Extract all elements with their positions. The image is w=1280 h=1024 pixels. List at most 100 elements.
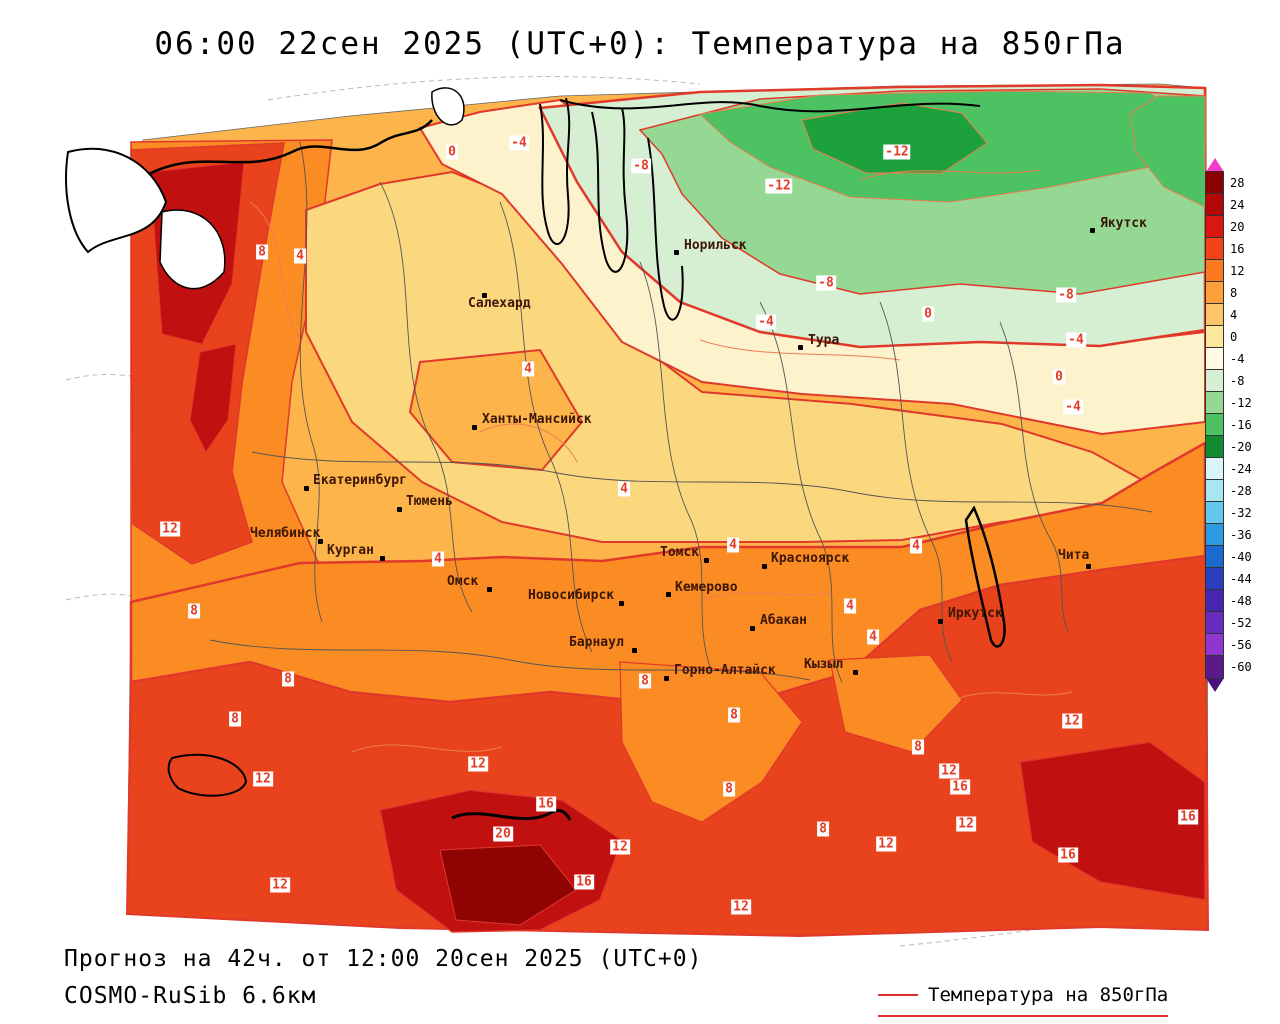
colorbar-tick-label: 8 xyxy=(1230,286,1238,300)
colorbar-tick-label: -12 xyxy=(1230,396,1252,410)
colorbar-cell: -52 xyxy=(1205,611,1278,635)
colorbar-tick-label: 4 xyxy=(1230,308,1238,322)
colorbar-swatch xyxy=(1205,259,1224,283)
colorbar-cell: 12 xyxy=(1205,259,1278,283)
colorbar-cell: -28 xyxy=(1205,479,1278,503)
colorbar-cell: -20 xyxy=(1205,435,1278,459)
colorbar-tick-label: 28 xyxy=(1230,176,1245,190)
yamal-peninsula-shape xyxy=(431,87,465,126)
graticule-line xyxy=(899,905,1208,947)
colorbar-cell: -16 xyxy=(1205,413,1278,437)
colorbar-tick-label: 20 xyxy=(1230,220,1245,234)
region-border xyxy=(999,321,1069,633)
colorbar-tick-label: -28 xyxy=(1230,484,1252,498)
map-footer: Прогноз на 42ч. от 12:00 20сен 2025 (UTC… xyxy=(64,946,702,1009)
colorbar-cell: -56 xyxy=(1205,633,1278,657)
national-border xyxy=(451,808,572,821)
colorbar-cells: 28 24 20 16 12 8 4 0 -4 -8 -12 -16 -20 -24 -28 -32 -36 -4… xyxy=(1205,171,1278,679)
arctic-coastline xyxy=(144,119,433,178)
yenisei-gulf-coastline xyxy=(647,137,684,321)
colorbar-cell: -32 xyxy=(1205,501,1278,525)
colorbar-swatch xyxy=(1205,215,1224,239)
contour-line xyxy=(249,201,303,343)
colorbar-swatch xyxy=(1205,237,1224,261)
colorbar-cell: 8 xyxy=(1205,281,1278,305)
colorbar-swatch xyxy=(1205,655,1224,679)
colorbar-tick-label: 24 xyxy=(1230,198,1245,212)
colorbar-tick-label: -40 xyxy=(1230,550,1252,564)
temp-blob-south-20 xyxy=(439,844,577,926)
graticule-line xyxy=(65,593,133,601)
colorbar-swatch xyxy=(1205,325,1224,349)
colorbar-swatch xyxy=(1205,633,1224,657)
colorbar-tick-label: -60 xyxy=(1230,660,1252,674)
region-border xyxy=(299,141,323,623)
colorbar-cell: 20 xyxy=(1205,215,1278,239)
colorbar-tick-label: -52 xyxy=(1230,616,1252,630)
colorbar-swatch xyxy=(1205,457,1224,481)
colorbar-tick-label: -8 xyxy=(1230,374,1245,388)
model-info: COSMO-RuSib 6.6км xyxy=(64,983,317,1009)
colorbar-cell: -60 xyxy=(1205,655,1278,679)
colorbar-tick-label: -36 xyxy=(1230,528,1252,542)
forecast-info: Прогноз на 42ч. от 12:00 20сен 2025 (UTC… xyxy=(64,946,703,972)
lake-baikal xyxy=(964,505,1006,648)
sea-bay-shape xyxy=(159,209,226,290)
colorbar-swatch xyxy=(1205,589,1224,613)
region-border xyxy=(759,301,843,683)
colorbar-tick-label: -24 xyxy=(1230,462,1252,476)
region-border xyxy=(639,261,713,673)
region-border xyxy=(879,301,953,663)
taz-gulf-coastline xyxy=(591,107,629,273)
temp-pocket-altai xyxy=(619,661,803,823)
colorbar-arrow-up-icon xyxy=(1206,158,1224,172)
legend-line-sample xyxy=(878,994,918,996)
colorbar-tick-label: 0 xyxy=(1230,330,1238,344)
colorbar-cell: 4 xyxy=(1205,303,1278,327)
white-sea-shape xyxy=(65,147,168,254)
colorbar-swatch xyxy=(1205,523,1224,547)
legend-label: Температура на 850гПа xyxy=(928,984,1169,1006)
colorbar-cell: 24 xyxy=(1205,193,1278,217)
colorbar-tick-label: -4 xyxy=(1230,352,1245,366)
temp-pocket-kyzyl xyxy=(829,654,963,753)
border-loop xyxy=(167,753,248,797)
colorbar-arrow-down-icon xyxy=(1206,678,1224,692)
colorbar-tick-label: -48 xyxy=(1230,594,1252,608)
colorbar-swatch xyxy=(1205,567,1224,591)
region-border xyxy=(251,451,1153,513)
colorbar-tick-label: -20 xyxy=(1230,440,1252,454)
colorbar-swatch xyxy=(1205,435,1224,459)
temp-band-west-16b xyxy=(189,343,237,453)
colorbar-cell: -8 xyxy=(1205,369,1278,393)
colorbar-cell: -48 xyxy=(1205,589,1278,613)
colorbar-cell: -12 xyxy=(1205,391,1278,415)
colorbar-tick-label: -44 xyxy=(1230,572,1252,586)
colorbar-cell: -4 xyxy=(1205,347,1278,371)
colorbar-swatch xyxy=(1205,303,1224,327)
map-legend: Температура на 850гПа xyxy=(878,984,1169,1017)
temperature-colorbar: 28 24 20 16 12 8 4 0 -4 -8 -12 -16 -20 -24 -28 -32 -36 -4… xyxy=(1205,158,1278,692)
colorbar-cell: 16 xyxy=(1205,237,1278,261)
colorbar-tick-label: 16 xyxy=(1230,242,1245,256)
contour-line xyxy=(859,169,1041,181)
colorbar-swatch xyxy=(1205,391,1224,415)
taymyr-coastline xyxy=(559,99,981,113)
temp-band-green-east xyxy=(1129,95,1206,208)
colorbar-swatch xyxy=(1205,171,1224,195)
colorbar-cell: -36 xyxy=(1205,523,1278,547)
colorbar-cell: 0 xyxy=(1205,325,1278,349)
colorbar-swatch xyxy=(1205,479,1224,503)
colorbar-cell: 28 xyxy=(1205,171,1278,195)
colorbar-swatch xyxy=(1205,611,1224,635)
colorbar-swatch xyxy=(1205,545,1224,569)
colorbar-swatch xyxy=(1205,193,1224,217)
colorbar-swatch xyxy=(1205,281,1224,305)
ob-gulf-coastline xyxy=(539,97,571,246)
colorbar-swatch xyxy=(1205,413,1224,437)
colorbar-swatch xyxy=(1205,369,1224,393)
colorbar-swatch xyxy=(1205,501,1224,525)
region-border xyxy=(499,201,593,653)
colorbar-tick-label: -32 xyxy=(1230,506,1252,520)
